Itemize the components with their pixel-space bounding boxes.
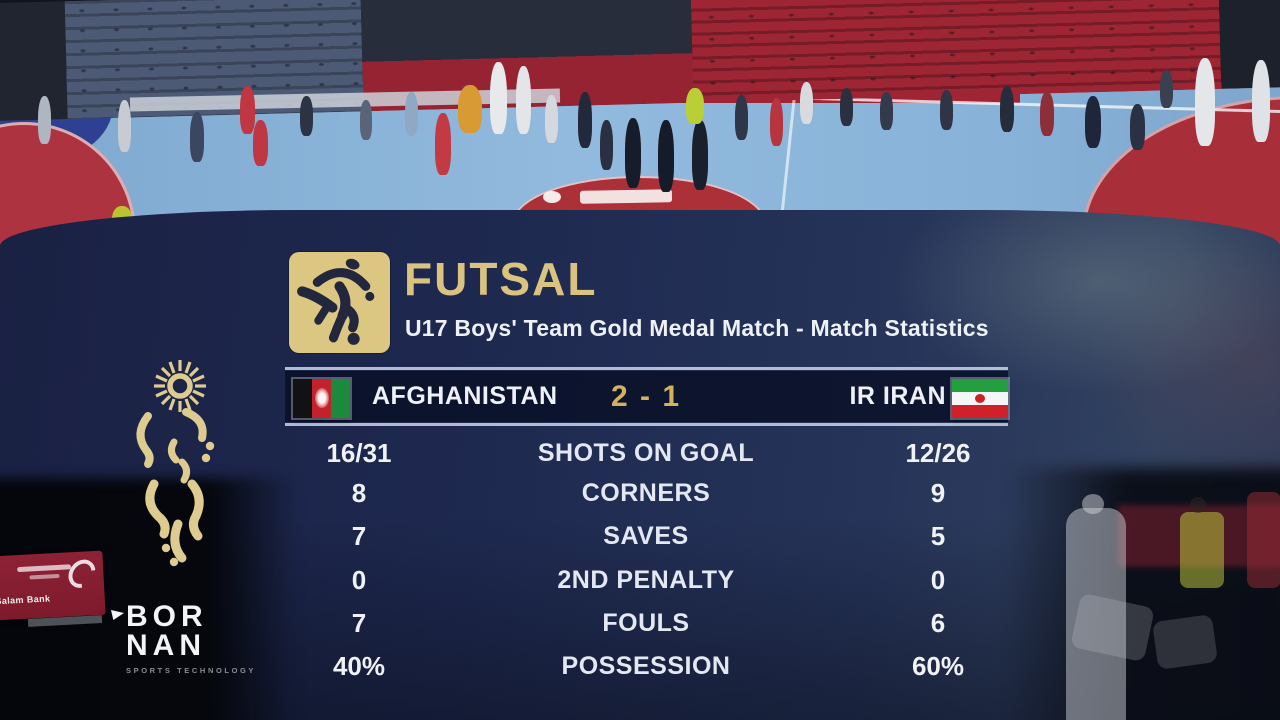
robed-figure-head <box>1082 494 1104 514</box>
person-figure <box>800 82 813 124</box>
stat-label: SAVES <box>603 522 689 550</box>
person-figure <box>880 92 893 130</box>
stat-row-corners: 8 CORNERS 9 <box>259 476 1039 510</box>
person-figure <box>38 96 51 144</box>
away-stat-value: 6 <box>930 608 946 638</box>
stat-label: SHOTS ON GOAL <box>537 439 755 467</box>
sponsor-logo-icon <box>62 554 101 594</box>
home-stat-value: 40% <box>332 651 386 681</box>
stat-row-saves: 7 SAVES 5 <box>259 519 1039 553</box>
stat-label: POSSESSION <box>561 652 731 680</box>
bornan-logo-line2: NAN <box>126 629 206 662</box>
person-figure <box>1160 70 1173 108</box>
away-team-name: IR IRAN <box>849 382 946 410</box>
player-figure <box>240 86 255 134</box>
home-stat-value: 7 <box>351 608 367 638</box>
goalkeeper-figure <box>458 85 482 133</box>
robed-figure <box>1066 508 1126 720</box>
afghanistan-flag <box>293 379 350 418</box>
referee-figure <box>625 118 641 188</box>
scorebar-top-line <box>285 367 1008 370</box>
steward-figure-head <box>1190 497 1206 513</box>
person-figure <box>940 90 953 130</box>
robed-figure <box>1252 60 1270 142</box>
sponsor-name: Al Salam Bank <box>0 593 51 607</box>
bornan-logo-line1: BOR <box>126 600 208 633</box>
person-figure <box>545 95 558 143</box>
person-figure <box>405 92 418 136</box>
robed-figure <box>1195 58 1215 146</box>
center-circle-mark <box>579 189 673 204</box>
referee-figure <box>658 120 674 192</box>
stat-row-possession: 40% POSSESSION 60% <box>259 649 1039 683</box>
home-stat-value: 8 <box>351 478 367 508</box>
player-figure <box>435 113 451 175</box>
futsal-player-icon <box>289 252 390 353</box>
referee-figure <box>692 120 708 190</box>
futsal-player-pictogram <box>297 258 375 345</box>
iran-flag <box>952 379 1008 418</box>
away-stat-value: 9 <box>930 478 946 508</box>
player-figure <box>253 120 268 166</box>
stands-dark-right <box>1218 0 1280 89</box>
player-figure <box>770 98 783 146</box>
sport-title: FUTSAL <box>404 253 598 305</box>
courtside-object <box>1151 614 1219 670</box>
statistics-table: 16/31 SHOTS ON GOAL 12/26 8 CORNERS 9 7 … <box>259 436 1039 696</box>
center-circle-mark <box>543 191 561 203</box>
away-stat-value: 5 <box>930 521 946 551</box>
gold-sun-calligraphy-emblem <box>136 360 215 567</box>
sponsor-banner: Al Salam Bank <box>0 550 106 622</box>
person-figure <box>600 120 613 170</box>
match-subtitle: U17 Boys' Team Gold Medal Match - Match … <box>405 315 989 341</box>
bornan-pennant-icon <box>111 610 124 620</box>
scorebar-bottom-line <box>285 423 1008 426</box>
stat-row-2nd-penalty: 0 2ND PENALTY 0 <box>259 563 1039 597</box>
stat-label: CORNERS <box>581 479 711 507</box>
stat-label: FOULS <box>602 609 690 637</box>
person-figure <box>300 96 313 136</box>
stat-label: 2ND PENALTY <box>557 566 735 594</box>
home-stat-value: 0 <box>351 565 367 595</box>
match-score: 2 - 1 <box>610 380 682 413</box>
person-figure <box>190 112 204 162</box>
person-figure <box>1130 104 1145 150</box>
bornan-logo: BOR NAN SPORTS TECHNOLOGY <box>126 600 257 676</box>
away-stat-value: 12/26 <box>905 438 971 468</box>
scorebar <box>285 371 1008 422</box>
robed-figure <box>490 62 507 134</box>
away-stat-value: 60% <box>911 651 965 681</box>
sponsor-arabic-text <box>16 564 72 573</box>
flag-emblem <box>315 388 329 408</box>
flag-stripe <box>952 405 1008 418</box>
robed-figure <box>516 66 531 134</box>
bornan-tagline: SPORTS TECHNOLOGY <box>126 666 257 675</box>
steward-figure <box>1180 512 1224 588</box>
stands-red-seats <box>690 0 1222 103</box>
person-figure <box>578 92 592 148</box>
flag-stripe <box>331 379 350 418</box>
person-figure <box>1040 92 1054 136</box>
person-figure <box>360 100 372 140</box>
home-team-name: AFGHANISTAN <box>372 382 558 410</box>
home-stat-value: 16/31 <box>326 438 392 468</box>
flag-emblem <box>975 394 985 403</box>
person-figure <box>735 95 748 140</box>
away-stat-value: 0 <box>930 565 946 595</box>
stat-row-fouls: 7 FOULS 6 <box>259 606 1039 640</box>
tournament-emblem <box>126 352 246 589</box>
person-figure <box>1085 96 1101 148</box>
person-figure <box>840 88 853 126</box>
home-stat-value: 7 <box>351 521 367 551</box>
steward-figure <box>686 88 704 124</box>
person-figure <box>118 100 131 152</box>
flag-stripe <box>293 379 312 418</box>
person-figure <box>1247 492 1280 588</box>
person-figure <box>1000 86 1014 132</box>
sponsor-arabic-text <box>29 573 60 580</box>
flag-stripe <box>952 379 1008 392</box>
stands-dark-left <box>0 1 68 122</box>
stat-row-shots: 16/31 SHOTS ON GOAL 12/26 <box>259 436 1039 470</box>
